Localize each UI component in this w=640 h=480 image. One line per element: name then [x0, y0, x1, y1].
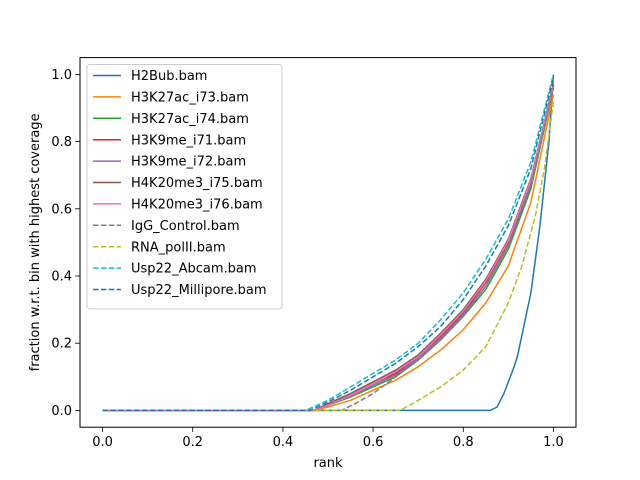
- series-line-6: [102, 85, 555, 412]
- legend-label-3: H3K9me_i71.bam: [131, 133, 246, 148]
- legend-label-6: H4K20me3_i76.bam: [131, 198, 263, 213]
- x-tick-label: 0.6: [363, 435, 384, 450]
- y-axis-label: fraction w.r.t. bin with highest coverag…: [28, 113, 43, 371]
- plot-frame: [79, 57, 577, 428]
- series-line-9: [102, 74, 555, 412]
- y-axis-ticks: 0.0 0.2 0.4 0.6 0.8 1.0: [51, 68, 80, 419]
- plot-lines: [102, 74, 555, 412]
- series-line-8: [102, 101, 555, 412]
- x-tick-label: 0.2: [182, 435, 203, 450]
- y-tick-label: 0.8: [51, 135, 72, 150]
- y-tick-label: 0.2: [51, 337, 72, 352]
- y-tick-label: 0.4: [51, 270, 72, 285]
- x-tick-label: 0.4: [273, 435, 294, 450]
- series-line-1: [102, 94, 555, 412]
- legend: H2Bub.bam H3K27ac_i73.bam H3K27ac_i74.bam H…: [86, 64, 283, 310]
- legend-label-9: Usp22_Abcam.bam: [131, 262, 257, 277]
- x-axis-ticks: 0.0 0.2 0.4 0.6 0.8 1.0: [92, 427, 564, 450]
- y-tick-label: 1.0: [51, 68, 72, 83]
- x-tick-label: 1.0: [543, 435, 564, 450]
- legend-label-8: RNA_polII.bam: [131, 240, 226, 255]
- legend-label-7: IgG_Control.bam: [131, 219, 240, 234]
- y-tick-label: 0.6: [51, 202, 72, 217]
- legend-label-10: Usp22_Millipore.bam: [131, 283, 267, 298]
- x-axis-label: rank: [313, 456, 343, 471]
- series-line-0: [102, 74, 555, 412]
- legend-box: [86, 64, 283, 310]
- legend-label-0: H2Bub.bam: [131, 69, 207, 84]
- y-tick-label: 0.0: [51, 404, 72, 419]
- legend-label-1: H3K27ac_i73.bam: [131, 91, 249, 106]
- x-tick-label: 0.8: [453, 435, 474, 450]
- legend-label-2: H3K27ac_i74.bam: [131, 112, 249, 127]
- legend-label-5: H4K20me3_i75.bam: [131, 176, 263, 191]
- series-line-10: [102, 77, 555, 412]
- legend-label-4: H3K9me_i72.bam: [131, 155, 246, 170]
- x-tick-label: 0.0: [92, 435, 113, 450]
